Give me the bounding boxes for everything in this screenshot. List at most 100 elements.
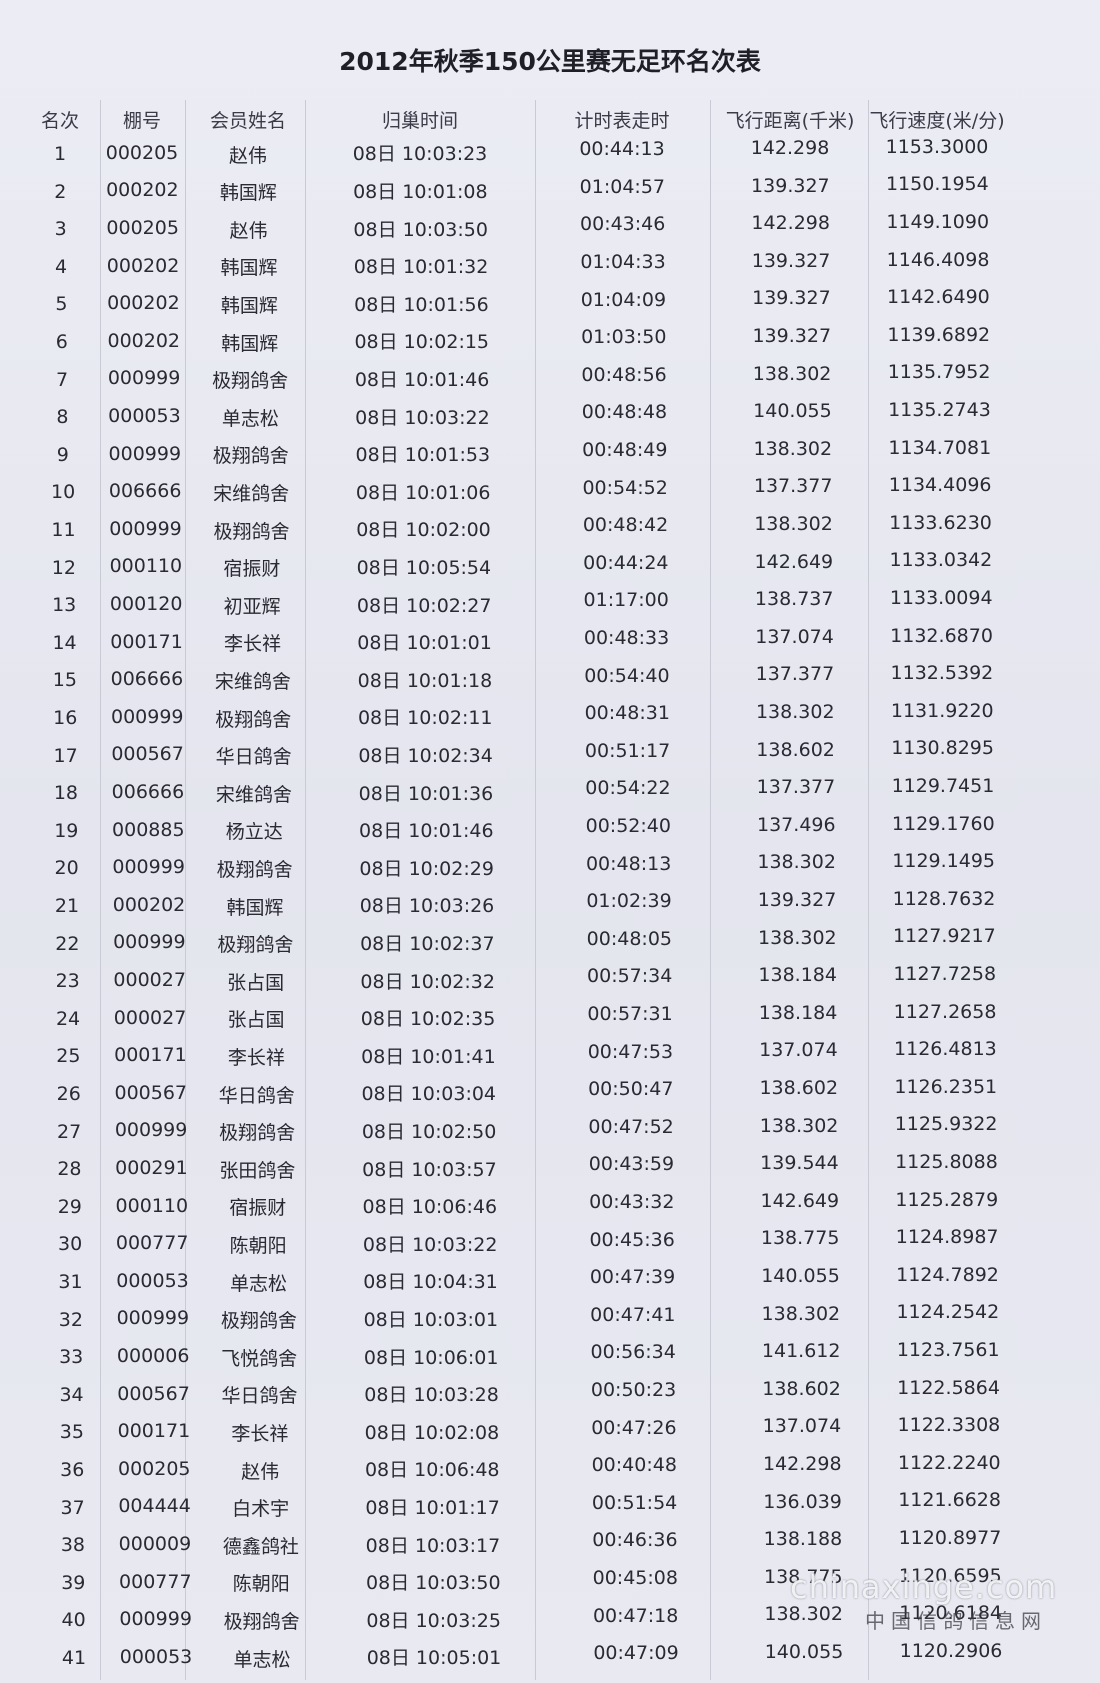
loft-id: 000053 (108, 405, 181, 427)
distance: 137.377 (753, 475, 833, 498)
return-time: 08日 10:02:37 (360, 933, 495, 955)
loft-id: 000171 (117, 1420, 191, 1443)
speed: 1150.1954 (885, 173, 989, 196)
return-time: 08日 10:06:46 (362, 1196, 498, 1219)
return-time: 08日 10:03:04 (361, 1083, 497, 1106)
elapsed-time: 00:48:49 (582, 439, 668, 461)
distance: 138.302 (757, 851, 836, 874)
member-name: 宋维鸽舍 (215, 783, 292, 806)
distance: 138.184 (758, 964, 837, 987)
member-name: 韩国辉 (221, 332, 279, 355)
distance: 138.775 (760, 1227, 840, 1250)
distance: 137.074 (762, 1415, 842, 1438)
rank: 35 (59, 1421, 84, 1444)
elapsed-time: 00:47:09 (593, 1642, 679, 1665)
member-name: 韩国辉 (219, 182, 277, 205)
return-time: 08日 10:02:34 (358, 745, 493, 767)
member-name: 李长祥 (224, 633, 282, 656)
member-name: 张占国 (227, 1009, 285, 1032)
speed: 1149.1090 (886, 211, 990, 233)
loft-id: 000205 (117, 1457, 191, 1480)
elapsed-time: 01:04:33 (580, 251, 666, 273)
return-time: 08日 10:01:01 (357, 632, 492, 655)
elapsed-time: 00:48:48 (581, 401, 668, 424)
distance: 138.302 (755, 701, 835, 723)
return-time: 08日 10:03:28 (364, 1384, 499, 1407)
distance: 138.302 (759, 1114, 839, 1137)
return-time: 08日 10:03:50 (353, 218, 488, 241)
speed: 1120.6184 (899, 1602, 1003, 1625)
speed: 1120.8977 (898, 1527, 1002, 1549)
distance: 138.302 (754, 513, 833, 535)
return-time: 08日 10:04:31 (363, 1271, 498, 1294)
member-name: 宋维鸽舍 (214, 671, 291, 693)
distance: 138.302 (752, 362, 832, 385)
rank: 29 (57, 1195, 82, 1218)
distance: 139.327 (751, 174, 830, 197)
rank: 11 (51, 519, 76, 541)
member-name: 极翔鸽舍 (215, 708, 292, 731)
member-name: 极翔鸽舍 (220, 1310, 297, 1333)
speed: 1131.9220 (890, 699, 994, 722)
loft-id: 000006 (116, 1345, 190, 1367)
distance: 137.377 (756, 776, 836, 799)
rank: 30 (58, 1233, 83, 1256)
return-time: 08日 10:06:48 (364, 1459, 500, 1482)
speed: 1135.2743 (888, 399, 991, 421)
member-name: 赵伟 (228, 144, 268, 167)
elapsed-time: 00:40:48 (591, 1454, 677, 1477)
speed: 1122.5864 (897, 1376, 1000, 1399)
speed: 1122.2240 (897, 1451, 1001, 1474)
elapsed-time: 00:52:40 (585, 815, 671, 837)
elapsed-time: 00:48:31 (584, 702, 670, 725)
speed: 1146.4098 (886, 248, 990, 271)
rank: 36 (60, 1459, 85, 1481)
distance: 138.302 (753, 437, 833, 460)
rank: 1 (53, 143, 67, 165)
column-header: 计时表走时 (574, 110, 670, 132)
rank: 6 (55, 331, 68, 353)
speed: 1128.7632 (892, 887, 996, 910)
loft-id: 000202 (112, 893, 186, 916)
return-time: 08日 10:02:27 (356, 594, 492, 617)
elapsed-time: 00:54:22 (585, 777, 671, 800)
loft-id: 000999 (107, 367, 181, 390)
distance: 142.649 (760, 1189, 840, 1212)
distance: 138.602 (762, 1377, 841, 1400)
speed: 1129.7451 (891, 775, 995, 797)
return-time: 08日 10:02:11 (357, 707, 493, 730)
distance: 142.298 (762, 1453, 842, 1475)
loft-id: 000202 (106, 254, 180, 277)
rank: 10 (51, 481, 76, 504)
speed: 1139.6892 (887, 323, 991, 346)
title: 2012年秋季150公里赛无足环名次表 (339, 47, 761, 76)
elapsed-time: 00:45:36 (589, 1228, 675, 1251)
member-name: 韩国辉 (220, 257, 278, 280)
column-divider (535, 100, 536, 1680)
column-header: 会员姓名 (209, 110, 287, 132)
return-time: 08日 10:03:01 (363, 1309, 499, 1331)
return-time: 08日 10:02:00 (356, 519, 491, 542)
return-time: 08日 10:01:18 (357, 669, 493, 692)
rank: 21 (54, 895, 80, 917)
return-time: 08日 10:01:32 (353, 256, 489, 279)
elapsed-time: 00:43:59 (588, 1153, 675, 1176)
elapsed-time: 00:43:32 (589, 1191, 675, 1213)
member-name: 杨立达 (225, 821, 283, 844)
distance: 138.775 (764, 1565, 843, 1588)
speed: 1133.0342 (889, 549, 993, 572)
distance: 139.327 (752, 287, 831, 310)
elapsed-time: 01:04:57 (579, 175, 666, 198)
return-time: 08日 10:03:22 (362, 1233, 498, 1256)
speed: 1121.6628 (898, 1489, 1001, 1512)
loft-id: 000885 (112, 818, 185, 841)
speed: 1132.5392 (890, 662, 994, 685)
elapsed-time: 00:46:36 (592, 1529, 678, 1552)
column-header: 名次 (40, 110, 80, 132)
watermark-url: chinaxinge.com (790, 1568, 1058, 1606)
elapsed-time: 00:47:53 (587, 1040, 674, 1063)
elapsed-time: 00:56:34 (590, 1341, 676, 1364)
distance: 138.188 (763, 1528, 843, 1551)
elapsed-time: 00:48:13 (585, 852, 672, 875)
